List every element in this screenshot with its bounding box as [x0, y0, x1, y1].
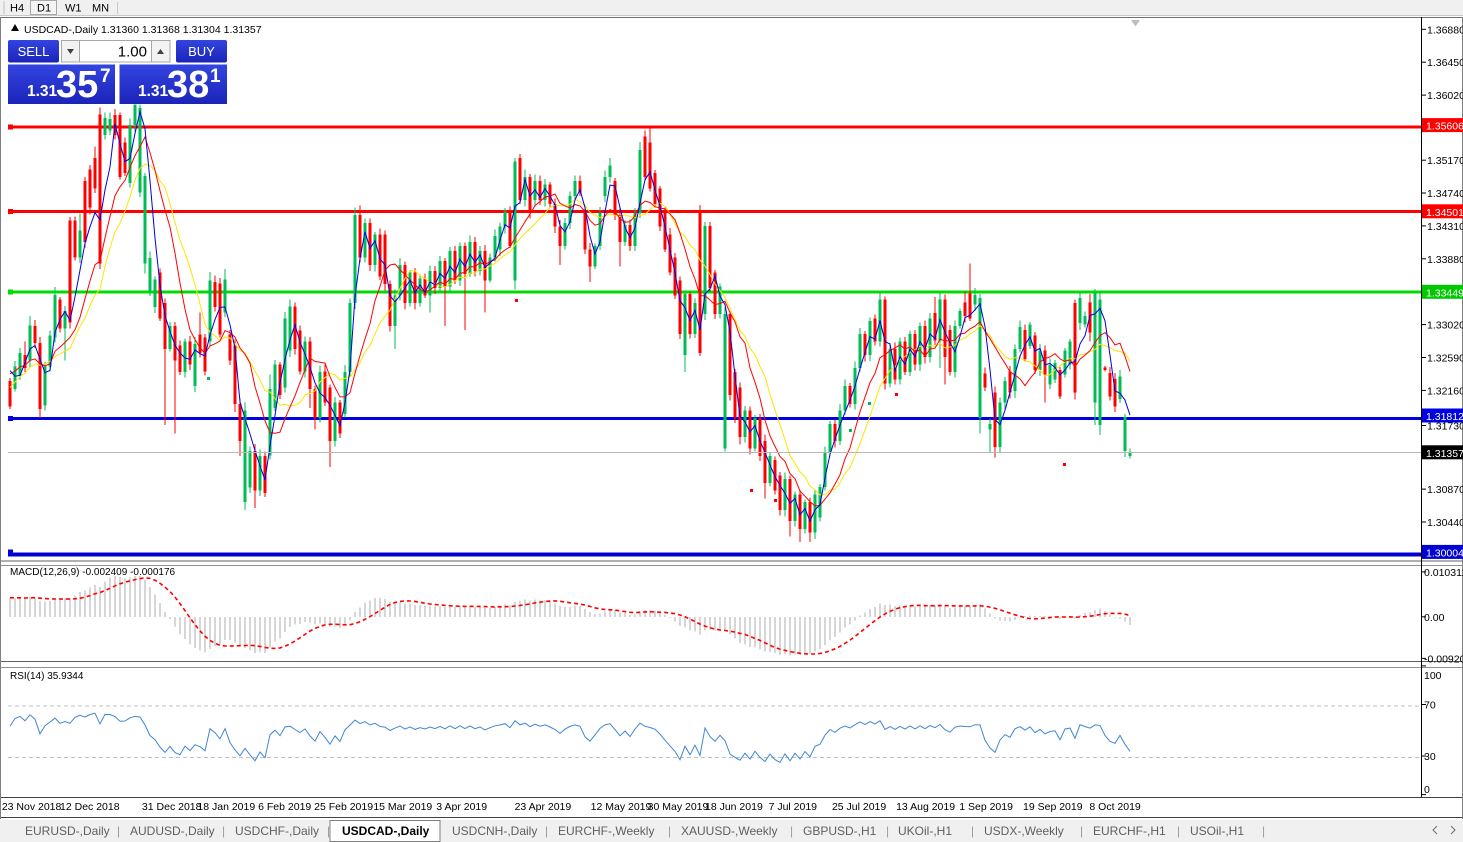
svg-text:18 Jun 2019: 18 Jun 2019 — [705, 801, 763, 813]
svg-text:0: 0 — [1424, 784, 1430, 796]
svg-text:1.35606: 1.35606 — [1426, 121, 1463, 133]
svg-text:-0.009203: -0.009203 — [1424, 653, 1463, 665]
svg-text:AUDUSD-,Daily: AUDUSD-,Daily — [130, 824, 215, 838]
svg-text:7: 7 — [100, 66, 111, 87]
svg-text:70: 70 — [1424, 700, 1436, 712]
svg-text:MACD(12,26,9) -0.002409 -0.000: MACD(12,26,9) -0.002409 -0.000176 — [10, 567, 176, 578]
svg-text:1.34501: 1.34501 — [1426, 207, 1463, 219]
svg-text:GBPUSD-,H1: GBPUSD-,H1 — [803, 824, 877, 838]
svg-text:H4: H4 — [10, 3, 24, 15]
svg-text:1.32160: 1.32160 — [1427, 385, 1463, 397]
svg-text:1.33020: 1.33020 — [1427, 320, 1463, 332]
svg-text:1.31730: 1.31730 — [1427, 421, 1463, 433]
svg-text:UKOil-,H1: UKOil-,H1 — [898, 824, 952, 838]
svg-text:1.34310: 1.34310 — [1427, 221, 1463, 233]
svg-text:RSI(14) 35.9344: RSI(14) 35.9344 — [10, 671, 84, 682]
svg-text:1 Sep 2019: 1 Sep 2019 — [959, 801, 1013, 813]
svg-text:BUY: BUY — [188, 44, 215, 59]
svg-text:XAUUSD-,Weekly: XAUUSD-,Weekly — [681, 824, 777, 838]
svg-text:19 Sep 2019: 19 Sep 2019 — [1023, 801, 1083, 813]
svg-text:MN: MN — [92, 3, 109, 15]
svg-text:0.010311: 0.010311 — [1424, 567, 1463, 579]
svg-text:1.36020: 1.36020 — [1427, 90, 1463, 102]
svg-text:USDCAD-,Daily 1.31360 1.31368: USDCAD-,Daily 1.31360 1.31368 1.31304 1.… — [24, 24, 262, 36]
svg-text:0.00: 0.00 — [1424, 612, 1445, 624]
svg-text:12 Dec 2018: 12 Dec 2018 — [60, 801, 120, 813]
svg-text:23 Nov 2018: 23 Nov 2018 — [2, 801, 62, 813]
svg-text:8 Oct 2019: 8 Oct 2019 — [1089, 801, 1141, 813]
svg-text:|: | — [545, 824, 548, 838]
svg-text:1.31: 1.31 — [27, 83, 58, 100]
svg-text:|: | — [1262, 824, 1265, 838]
svg-text:|: | — [327, 824, 330, 838]
svg-text:7 Jul 2019: 7 Jul 2019 — [769, 801, 818, 813]
svg-text:|: | — [790, 824, 793, 838]
svg-text:1.35170: 1.35170 — [1427, 155, 1463, 167]
svg-text:30 May 2019: 30 May 2019 — [648, 801, 709, 813]
svg-text:USDCNH-,Daily: USDCNH-,Daily — [452, 824, 537, 838]
svg-text:1.31: 1.31 — [138, 83, 169, 100]
svg-text:1.30004: 1.30004 — [1426, 547, 1463, 559]
svg-text:|: | — [886, 824, 889, 838]
svg-text:1.34740: 1.34740 — [1427, 188, 1463, 200]
svg-text:SELL: SELL — [18, 44, 50, 59]
svg-text:1.33449: 1.33449 — [1426, 287, 1463, 299]
svg-text:6 Feb 2019: 6 Feb 2019 — [258, 801, 311, 813]
svg-text:15 Mar 2019: 15 Mar 2019 — [373, 801, 432, 813]
svg-text:USDCHF-,Daily: USDCHF-,Daily — [235, 824, 319, 838]
svg-text:|: | — [971, 824, 974, 838]
svg-text:|: | — [1177, 824, 1180, 838]
svg-text:EURCHF-,H1: EURCHF-,H1 — [1093, 824, 1166, 838]
svg-text:30: 30 — [1424, 751, 1436, 763]
svg-text:1.36880: 1.36880 — [1427, 24, 1463, 36]
svg-text:|: | — [668, 824, 671, 838]
svg-text:EURUSD-,Daily: EURUSD-,Daily — [25, 824, 110, 838]
svg-text:1.30440: 1.30440 — [1427, 517, 1463, 529]
svg-text:|: | — [1080, 824, 1083, 838]
svg-text:1.32590: 1.32590 — [1427, 353, 1463, 365]
svg-text:1.31812: 1.31812 — [1426, 411, 1463, 423]
svg-text:13 Aug 2019: 13 Aug 2019 — [896, 801, 955, 813]
svg-text:USDCAD-,Daily: USDCAD-,Daily — [342, 824, 430, 838]
svg-text:100: 100 — [1424, 670, 1442, 682]
svg-text:D1: D1 — [37, 3, 51, 15]
svg-text:1.31357: 1.31357 — [1426, 448, 1463, 460]
svg-text:1.30870: 1.30870 — [1427, 484, 1463, 496]
svg-text:31 Dec 2018: 31 Dec 2018 — [142, 801, 202, 813]
svg-text:USOil-,H1: USOil-,H1 — [1190, 824, 1244, 838]
svg-text:25 Feb 2019: 25 Feb 2019 — [314, 801, 373, 813]
svg-text:EURCHF-,Weekly: EURCHF-,Weekly — [558, 824, 654, 838]
svg-text:12 May 2019: 12 May 2019 — [591, 801, 652, 813]
svg-text:35: 35 — [56, 64, 98, 106]
svg-text:1.00: 1.00 — [118, 44, 147, 61]
svg-text:1.36450: 1.36450 — [1427, 57, 1463, 69]
svg-text:|: | — [117, 824, 120, 838]
svg-text:1: 1 — [210, 66, 221, 87]
svg-text:|: | — [222, 824, 225, 838]
svg-text:USDX-,Weekly: USDX-,Weekly — [984, 824, 1064, 838]
svg-text:1.33880: 1.33880 — [1427, 254, 1463, 266]
svg-text:W1: W1 — [65, 3, 82, 15]
svg-text:23 Apr 2019: 23 Apr 2019 — [515, 801, 572, 813]
svg-text:18 Jan 2019: 18 Jan 2019 — [197, 801, 255, 813]
svg-text:25 Jul 2019: 25 Jul 2019 — [832, 801, 886, 813]
svg-text:38: 38 — [167, 64, 209, 106]
svg-text:3 Apr 2019: 3 Apr 2019 — [436, 801, 487, 813]
